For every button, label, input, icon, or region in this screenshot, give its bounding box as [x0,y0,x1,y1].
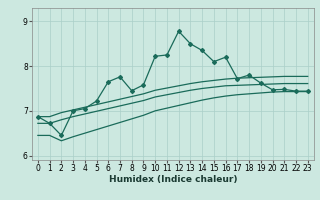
X-axis label: Humidex (Indice chaleur): Humidex (Indice chaleur) [108,175,237,184]
